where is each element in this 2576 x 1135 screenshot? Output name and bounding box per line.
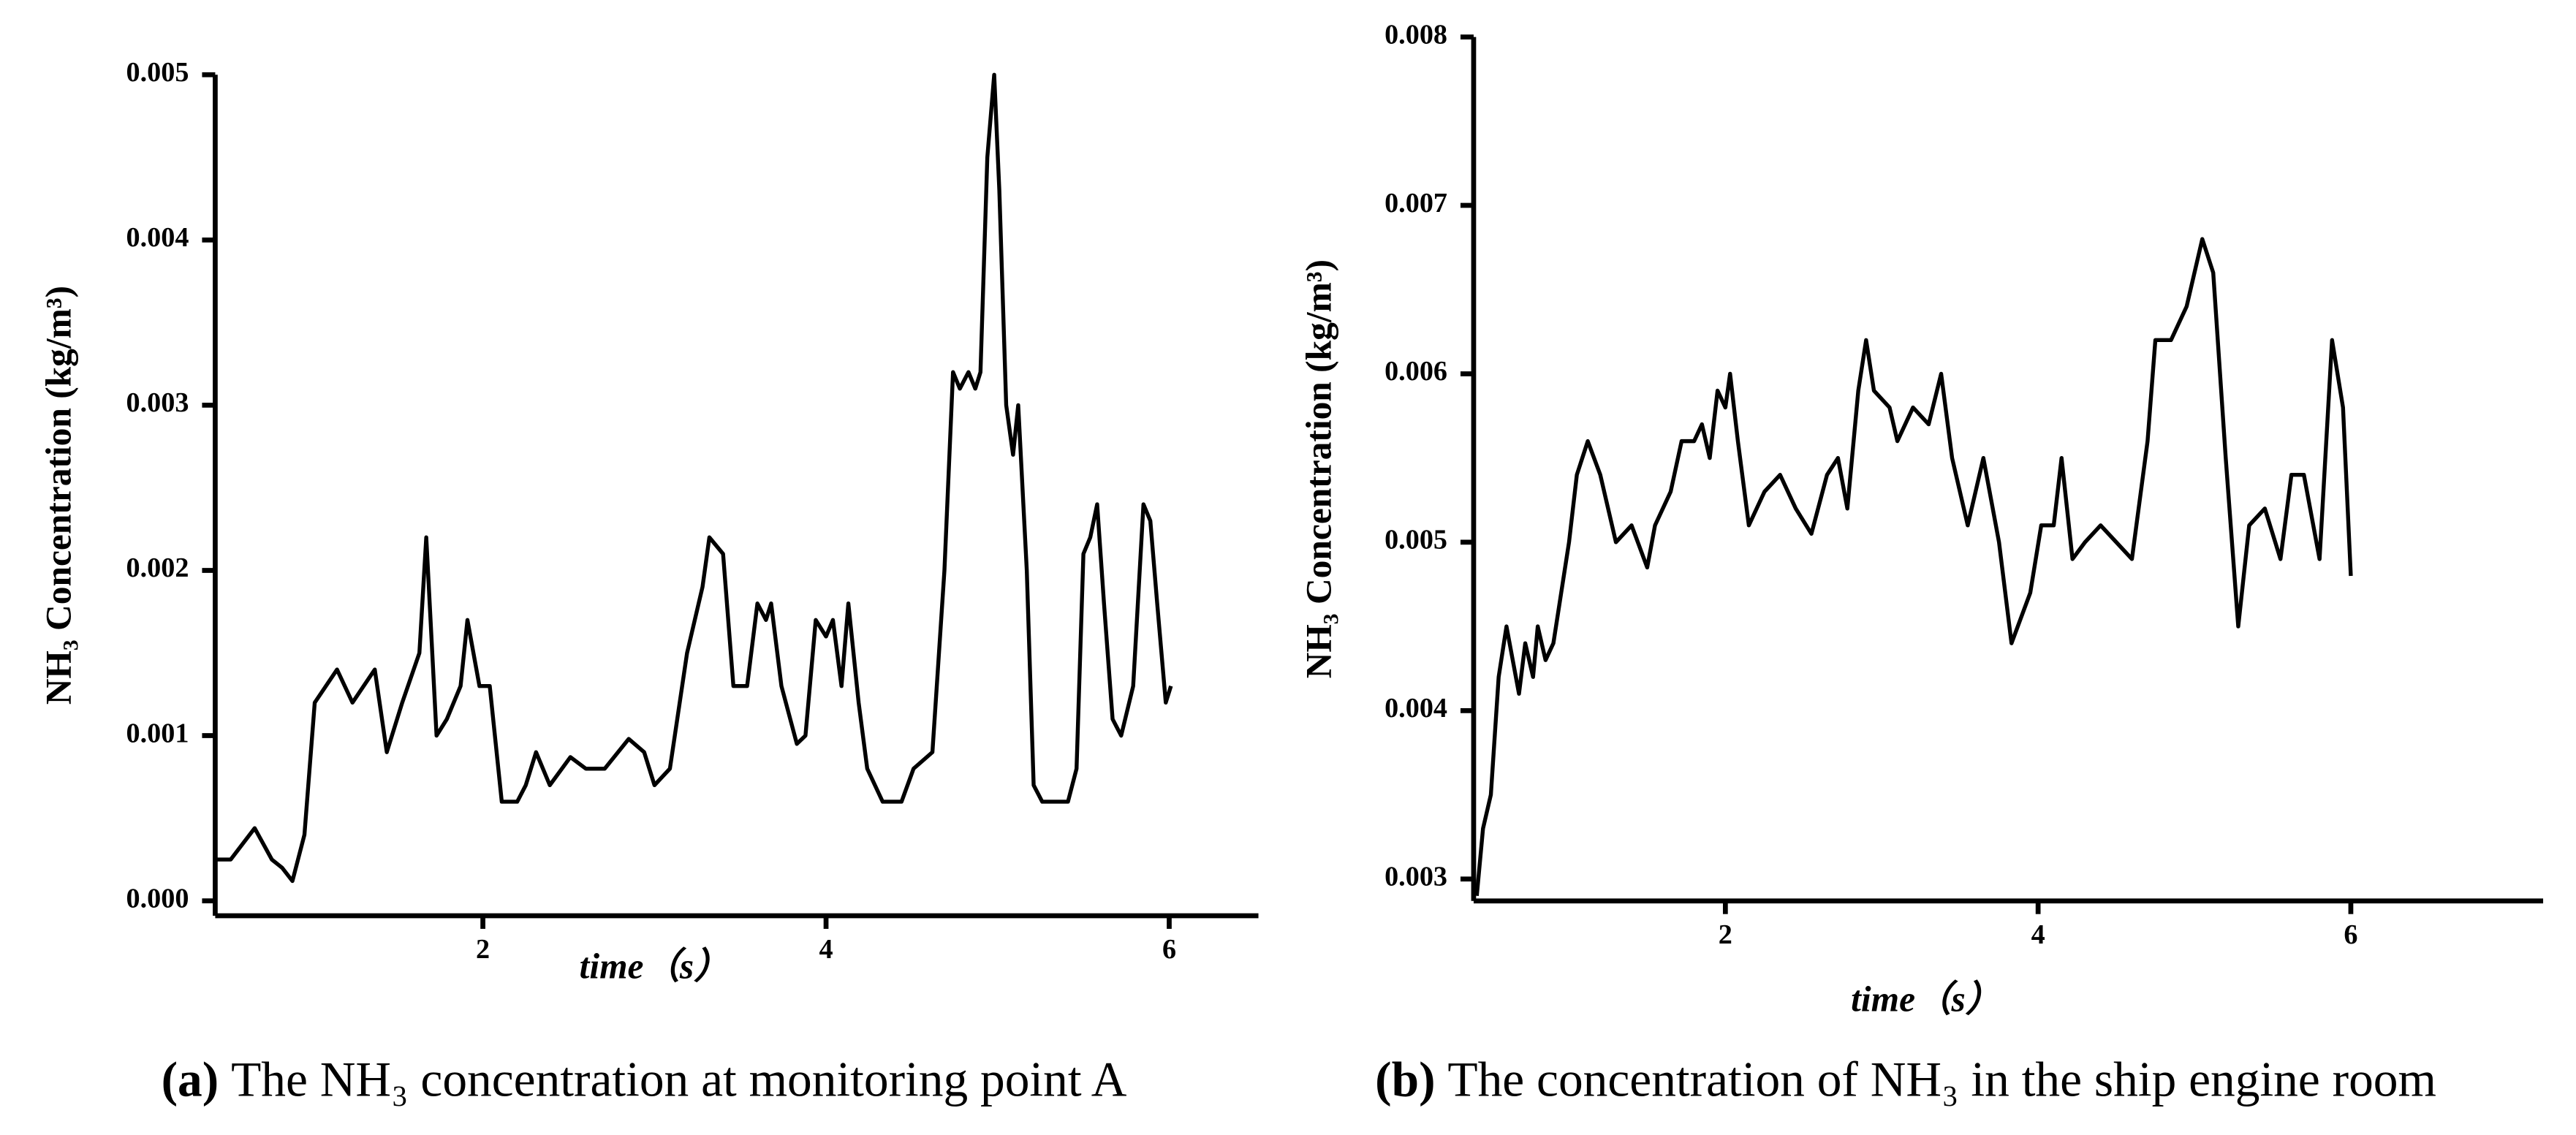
x-axis-label: time（s） (1851, 979, 2001, 1019)
caption-text: The concentration of NH₃ in the ship eng… (1447, 1052, 2436, 1107)
y-tick-label: 0.000 (126, 883, 189, 914)
y-tick-label: 0.008 (1384, 19, 1447, 50)
y-tick-label: 0.002 (126, 553, 189, 583)
y-axis-label: NH₃ Concentration (kg/m³) (39, 286, 79, 705)
x-tick-label: 2 (1719, 919, 1732, 950)
y-tick-label: 0.004 (126, 222, 189, 253)
x-tick-label: 6 (1162, 934, 1176, 965)
caption: (a) The NH₃ concentration at monitoring … (162, 1052, 1127, 1107)
x-tick-label: 2 (476, 934, 490, 965)
caption-text: The NH₃ concentration at monitoring poin… (231, 1052, 1127, 1107)
x-tick-label: 4 (2031, 919, 2045, 950)
caption-label: (b) (1375, 1052, 1435, 1107)
x-axis-label: time（s） (580, 946, 730, 986)
y-tick-label: 0.003 (1384, 862, 1447, 892)
data-line (215, 72, 1173, 884)
y-tick-label: 0.001 (126, 718, 189, 748)
data-line (1474, 237, 2353, 897)
x-tick-label: 6 (2344, 919, 2357, 950)
caption-label: (a) (162, 1052, 219, 1107)
y-tick-label: 0.006 (1384, 356, 1447, 387)
y-tick-label: 0.004 (1384, 693, 1447, 724)
y-tick-label: 0.005 (126, 57, 189, 88)
y-axis-label: NH₃ Concentration (kg/m³) (1299, 259, 1339, 678)
y-tick-label: 0.005 (1384, 525, 1447, 555)
y-tick-label: 0.003 (126, 387, 189, 418)
x-tick-label: 4 (819, 934, 833, 965)
caption: (b) The concentration of NH₃ in the ship… (1375, 1052, 2436, 1107)
y-tick-label: 0.007 (1384, 188, 1447, 219)
